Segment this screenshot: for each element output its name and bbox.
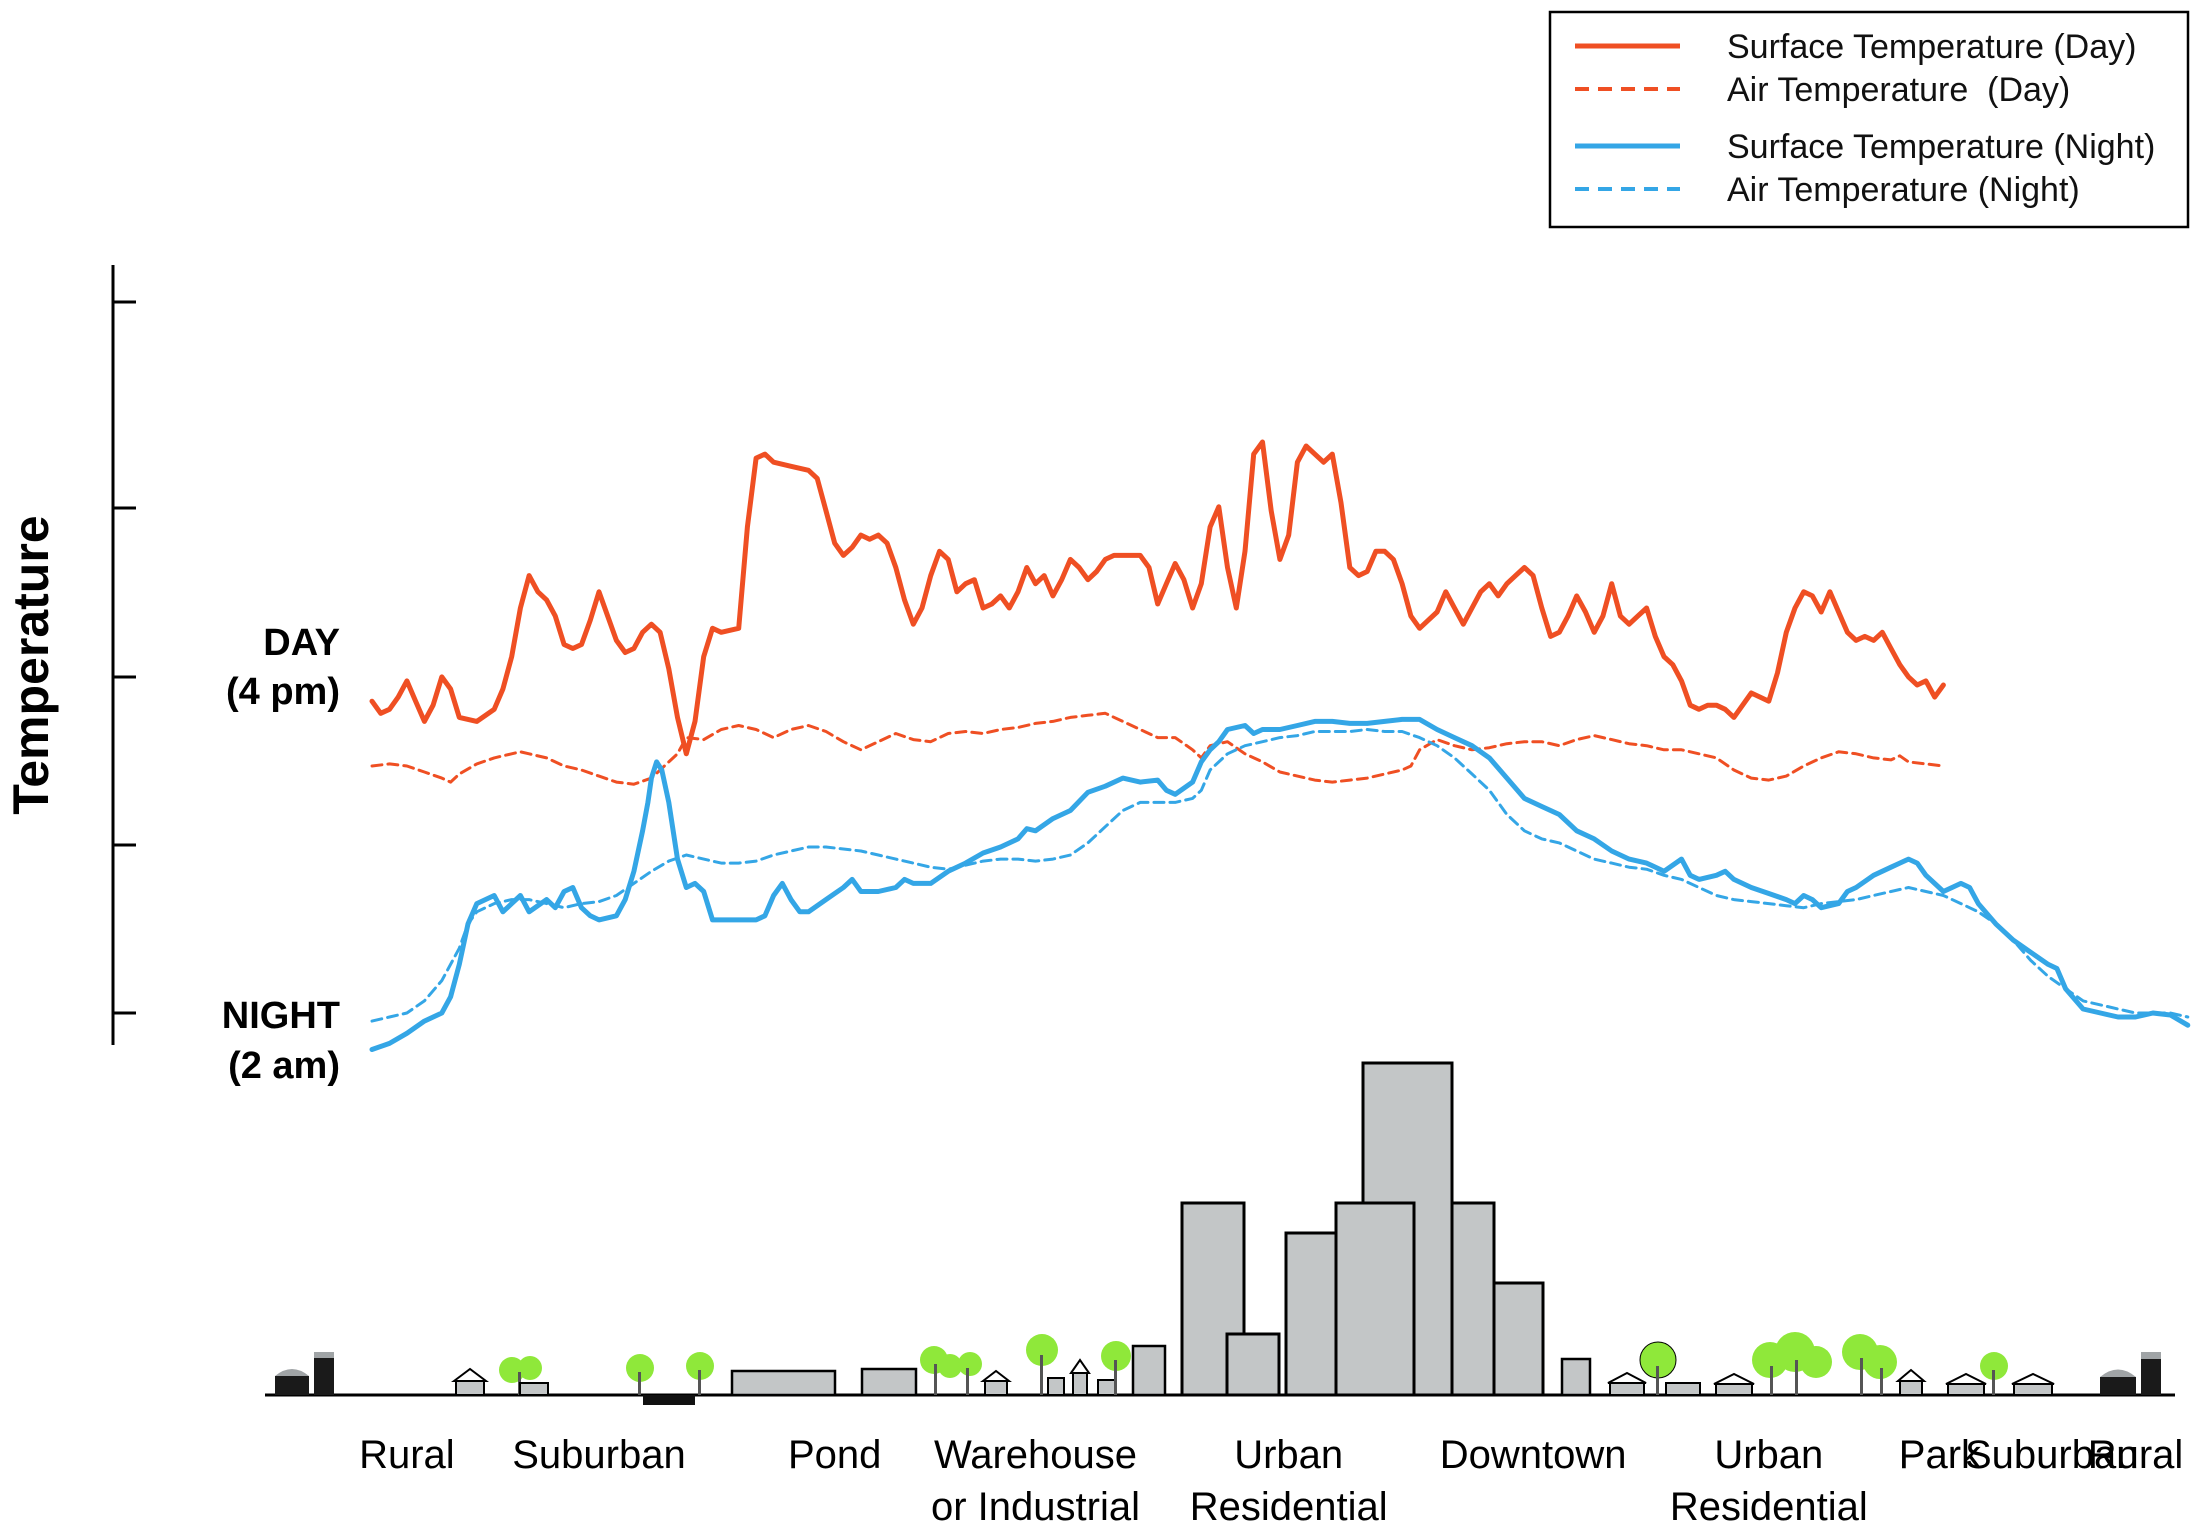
downtown-building — [1180, 1201, 1246, 1397]
pond-icon — [643, 1395, 695, 1405]
zone-label-urban: Urban — [1234, 1433, 1343, 1477]
zone-label-downtown: Downtown — [1440, 1433, 1627, 1477]
zone-label-suburban: Suburban — [1965, 1433, 2138, 1477]
city-profile — [265, 1061, 2175, 1405]
house-icon — [1607, 1371, 1755, 1396]
legend-label-surface-day: Surface Temperature (Day) — [1727, 28, 2136, 66]
night-time-label: (2 am) — [228, 1045, 340, 1087]
legend-label-surface-night: Surface Temperature (Night) — [1727, 128, 2155, 166]
house-icon — [1895, 1368, 2055, 1396]
tree-icon — [920, 1346, 982, 1395]
legend-entry-air-night: Air Temperature (Night) — [1575, 171, 2080, 209]
residential-building — [1131, 1344, 1167, 1397]
series-line-surface-temperature-night — [369, 716, 2191, 1052]
series-line-surface-temperature-day — [369, 439, 1946, 757]
legend-entry-air-day: Air Temperature (Day) — [1575, 71, 2070, 109]
zone-label-park: Park — [1899, 1433, 1982, 1477]
legend-label-air-night: Air Temperature (Night) — [1727, 171, 2080, 209]
zone-label-residential: Residential — [1670, 1485, 1868, 1529]
day-time-label: (4 pm) — [226, 671, 340, 713]
tree-icon — [1980, 1352, 2008, 1395]
zone-label-warehouse: Warehouse — [934, 1433, 1137, 1477]
legend-entry-surface-day: Surface Temperature (Day) — [1575, 28, 2136, 66]
night-label: NIGHT — [222, 995, 340, 1037]
house-icon — [980, 1369, 1012, 1396]
house-icon — [519, 1382, 549, 1396]
tree-icon — [1752, 1332, 1897, 1395]
legend: Surface Temperature (Day) Air Temperatur… — [1548, 10, 2190, 229]
barn-icon — [2100, 1352, 2161, 1395]
zone-label-suburban: Suburban — [512, 1433, 685, 1477]
downtown-building — [1284, 1231, 1338, 1397]
tree-icon — [1639, 1341, 1677, 1395]
zone-label-rural: Rural — [359, 1433, 455, 1477]
warehouse-building — [860, 1367, 918, 1397]
legend-label-air-day: Air Temperature (Day) — [1727, 71, 2070, 109]
series-layer — [369, 439, 2191, 1052]
zone-label-or-industrial: or Industrial — [931, 1485, 1140, 1529]
y-axis-label: Temperature — [3, 515, 59, 814]
tree-icon — [1101, 1341, 1131, 1395]
series-line-air-temperature-day — [370, 711, 1945, 786]
zone-label-rural: Rural — [2088, 1433, 2184, 1477]
zone-label-residential: Residential — [1190, 1485, 1388, 1529]
downtown-building — [1492, 1281, 1545, 1397]
warehouse-building — [730, 1369, 837, 1397]
residential-building — [1560, 1357, 1592, 1397]
legend-entry-surface-night: Surface Temperature (Night) — [1575, 128, 2155, 166]
downtown-building — [1225, 1332, 1281, 1397]
downtown-building — [1450, 1201, 1496, 1397]
zone-label-urban: Urban — [1714, 1433, 1823, 1477]
tree-icon — [1026, 1334, 1058, 1395]
series-line-air-temperature-night — [370, 728, 2190, 1023]
barn-icon — [275, 1352, 334, 1395]
house-icon — [451, 1367, 489, 1396]
y-axis: Temperature — [3, 265, 136, 1045]
tree-icon — [626, 1352, 714, 1395]
downtown-building — [1334, 1201, 1416, 1397]
day-label: DAY — [263, 622, 340, 664]
zone-label-pond: Pond — [788, 1433, 881, 1477]
